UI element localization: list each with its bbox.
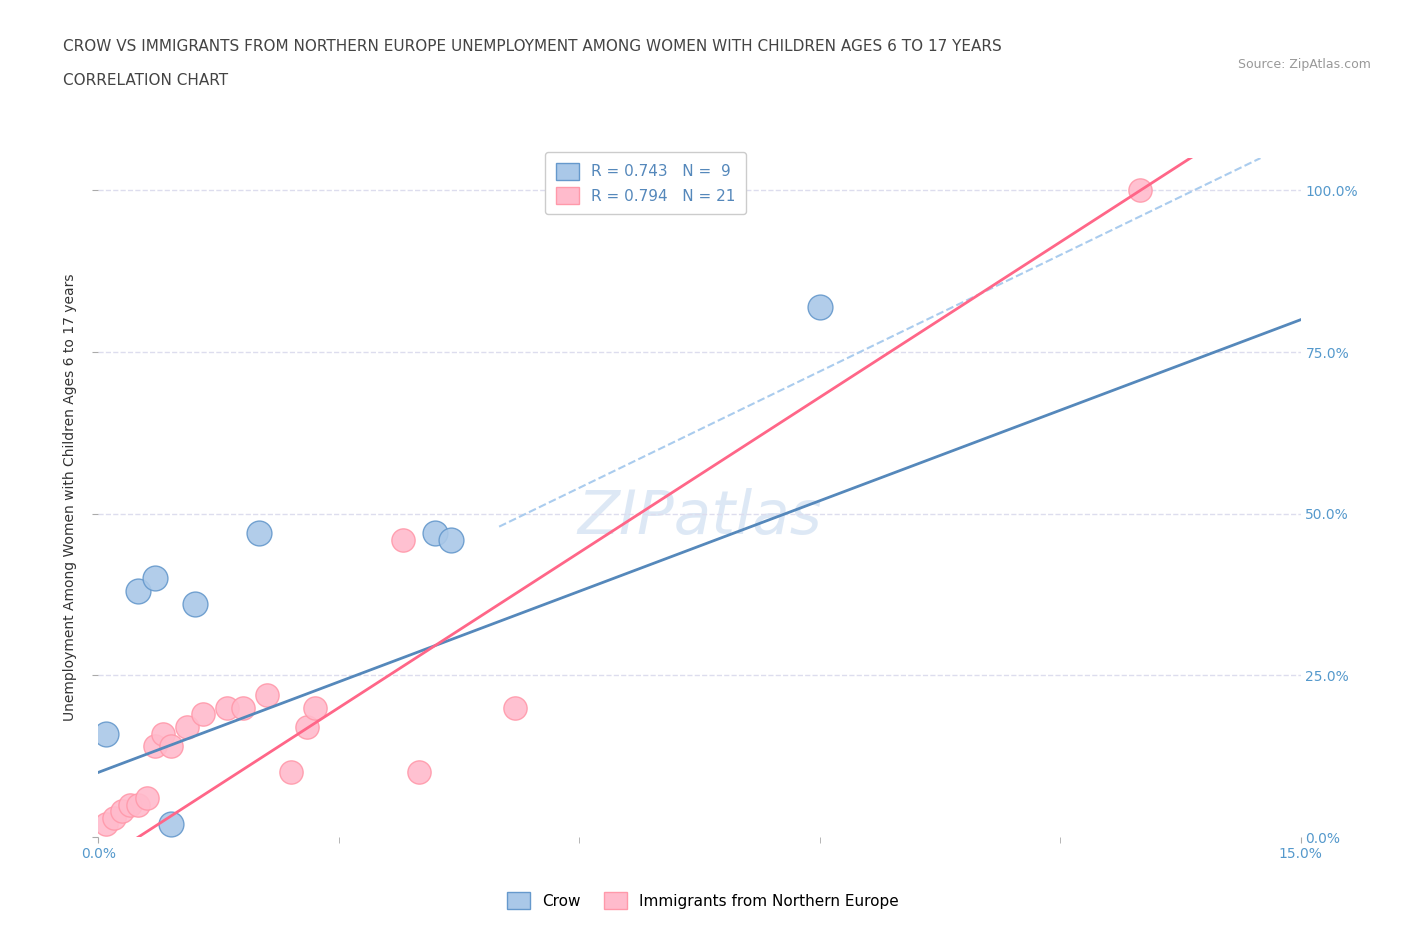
Point <box>128 797 150 812</box>
Text: CORRELATION CHART: CORRELATION CHART <box>63 73 228 87</box>
Point <box>103 810 125 825</box>
Point <box>176 720 198 735</box>
Point <box>215 700 238 715</box>
Y-axis label: Unemployment Among Women with Children Ages 6 to 17 years: Unemployment Among Women with Children A… <box>63 273 77 722</box>
Point <box>1129 183 1152 198</box>
Point <box>280 764 302 779</box>
Point <box>135 790 157 805</box>
Point <box>159 739 181 754</box>
Point <box>96 817 118 831</box>
Text: ZIPatlas: ZIPatlas <box>578 488 821 548</box>
Point <box>304 700 326 715</box>
Point <box>111 804 134 818</box>
Point <box>159 817 181 831</box>
Legend: Crow, Immigrants from Northern Europe: Crow, Immigrants from Northern Europe <box>501 886 905 915</box>
Point <box>143 739 166 754</box>
Point <box>128 584 150 599</box>
Point <box>120 797 142 812</box>
Point <box>256 687 278 702</box>
Point <box>152 726 174 741</box>
Point <box>440 532 463 547</box>
Point <box>392 532 415 547</box>
Point <box>295 720 318 735</box>
Point <box>143 571 166 586</box>
Point <box>191 707 214 722</box>
Point <box>423 525 446 540</box>
Text: CROW VS IMMIGRANTS FROM NORTHERN EUROPE UNEMPLOYMENT AMONG WOMEN WITH CHILDREN A: CROW VS IMMIGRANTS FROM NORTHERN EUROPE … <box>63 39 1002 54</box>
Legend: R = 0.743   N =  9, R = 0.794   N = 21: R = 0.743 N = 9, R = 0.794 N = 21 <box>546 153 745 215</box>
Point <box>96 726 118 741</box>
Point <box>503 700 526 715</box>
Text: Source: ZipAtlas.com: Source: ZipAtlas.com <box>1237 58 1371 71</box>
Point <box>183 597 205 612</box>
Point <box>408 764 430 779</box>
Point <box>232 700 254 715</box>
Point <box>808 299 831 314</box>
Point <box>247 525 270 540</box>
